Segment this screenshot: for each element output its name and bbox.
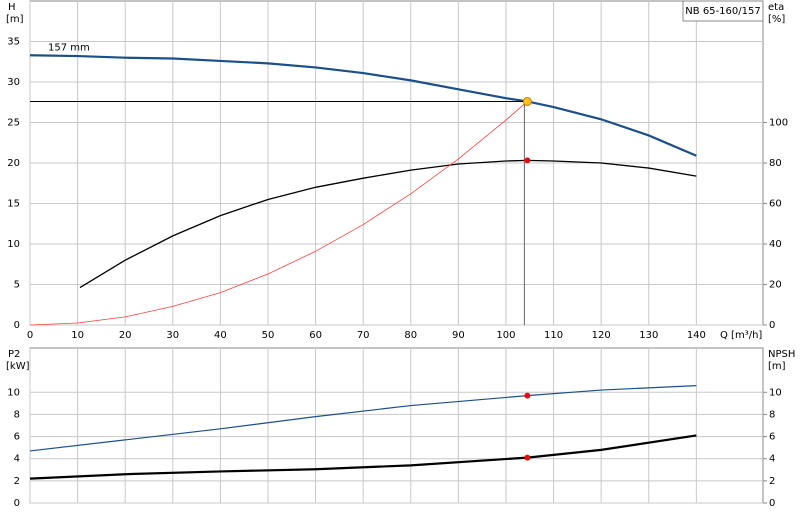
y2-tick-label: 8 — [769, 409, 775, 420]
y-tick-label: 10 — [7, 387, 20, 398]
x-tick-label: 10 — [71, 330, 84, 341]
y-axis-unit: [kW] — [6, 361, 30, 372]
x-tick-label: 40 — [214, 330, 227, 341]
y-axis-label: P2 — [8, 349, 20, 360]
point-marker — [524, 454, 531, 461]
y-tick-label: 8 — [14, 409, 20, 420]
x-tick-label: 100 — [496, 330, 515, 341]
y-tick-label: 2 — [14, 476, 20, 487]
y-tick-label: 6 — [14, 432, 20, 443]
x-tick-label: 140 — [687, 330, 706, 341]
y2-tick-label: 60 — [769, 199, 782, 210]
x-tick-label: 70 — [357, 330, 370, 341]
y-tick-label: 20 — [7, 158, 20, 169]
y2-tick-label: 0 — [769, 498, 775, 509]
y-tick-label: 5 — [14, 280, 20, 291]
point-marker — [524, 157, 531, 164]
point-marker — [524, 392, 531, 399]
curve — [29, 385, 697, 452]
chart-title: NB 65-160/157 — [685, 6, 760, 17]
y2-axis-label: NPSH — [768, 349, 795, 360]
y-tick-label: 30 — [7, 77, 20, 88]
x-tick-label: 0 — [27, 330, 33, 341]
y2-tick-label: 20 — [769, 280, 782, 291]
x-tick-label: 110 — [544, 330, 563, 341]
curve — [29, 54, 697, 157]
y-tick-label: 15 — [7, 199, 20, 210]
y2-tick-label: 4 — [769, 454, 775, 465]
y2-tick-label: 2 — [769, 476, 775, 487]
y2-axis-label: eta — [768, 2, 784, 13]
y-tick-label: 4 — [14, 454, 20, 465]
y-tick-label: 25 — [7, 118, 20, 129]
y-axis-label: H — [8, 2, 16, 13]
x-tick-label: 60 — [309, 330, 322, 341]
x-tick-label: 20 — [119, 330, 132, 341]
x-axis-label: Q [m³/h] — [720, 330, 762, 341]
x-tick-label: 50 — [262, 330, 275, 341]
x-tick-label: 130 — [639, 330, 658, 341]
y2-tick-label: 0 — [769, 320, 775, 331]
x-tick-label: 80 — [404, 330, 417, 341]
y2-tick-label: 40 — [769, 239, 782, 250]
y2-tick-label: 100 — [769, 118, 788, 129]
y-tick-label: 10 — [7, 239, 20, 250]
y2-axis-unit: [m] — [768, 361, 786, 372]
curve — [29, 101, 528, 326]
y-axis-unit: [m] — [6, 14, 24, 25]
point-marker — [522, 96, 532, 106]
y-tick-label: 0 — [14, 498, 20, 509]
curve-label: 157 mm — [48, 42, 90, 53]
y2-tick-label: 80 — [769, 158, 782, 169]
x-tick-label: 30 — [166, 330, 179, 341]
y2-tick-label: 6 — [769, 432, 775, 443]
y-tick-label: 35 — [7, 37, 20, 48]
plot-area — [29, 347, 764, 504]
curve — [79, 159, 697, 289]
y2-tick-label: 10 — [769, 387, 782, 398]
title-box — [682, 0, 764, 22]
x-tick-label: 90 — [452, 330, 465, 341]
curve — [29, 434, 697, 480]
x-tick-label: 120 — [592, 330, 611, 341]
y-tick-label: 0 — [14, 320, 20, 331]
y2-axis-unit: [%] — [768, 14, 785, 25]
